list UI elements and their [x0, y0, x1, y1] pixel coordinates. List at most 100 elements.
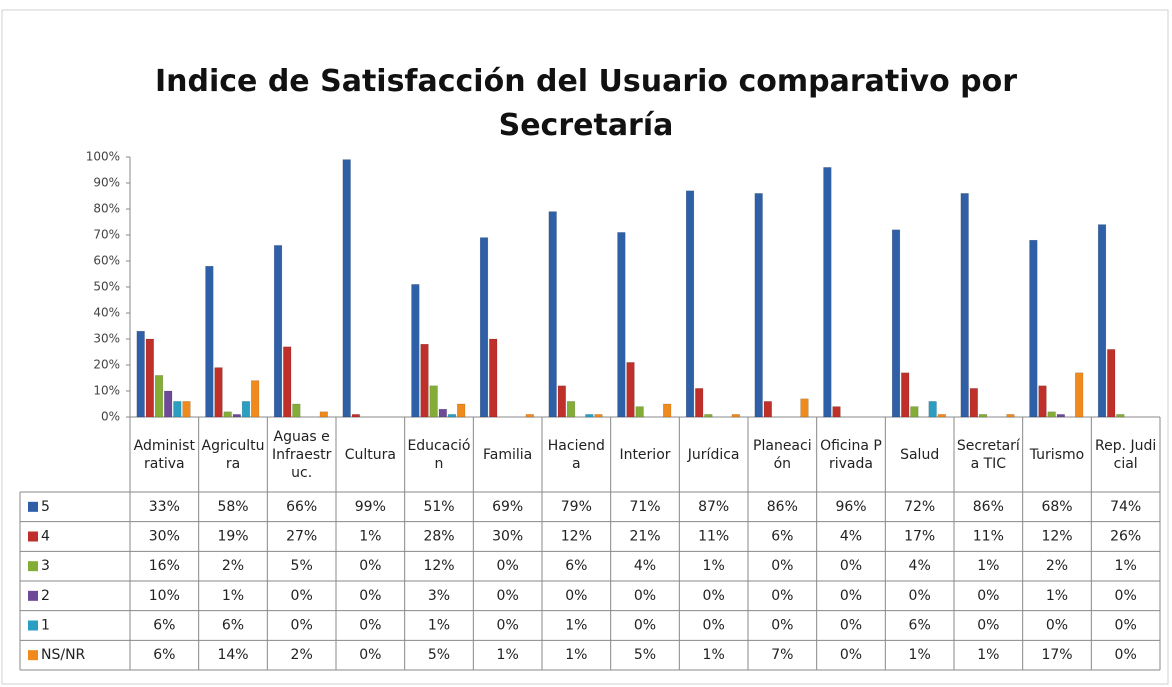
table-value: 0% [977, 618, 999, 634]
table-value: 0% [359, 647, 381, 663]
y-tick-label: 60% [93, 254, 120, 268]
y-tick-label: 70% [93, 228, 120, 242]
table-value: 74% [1110, 499, 1141, 515]
category-cell: Salud [900, 446, 940, 463]
x-tick-label: Educación [407, 437, 471, 472]
legend-label: 4 [41, 529, 50, 545]
legend-swatch [28, 620, 38, 631]
table-value: 11% [973, 529, 1004, 545]
bar [891, 229, 901, 418]
bar [901, 372, 910, 418]
bar [685, 190, 695, 418]
table-value: 0% [909, 588, 931, 604]
table-value: 17% [904, 529, 935, 545]
category-cell: Planeación [753, 438, 812, 472]
category-cell: Familia [483, 447, 532, 463]
x-tick-label: Salud [900, 446, 940, 463]
category-cell: Turismo [1030, 447, 1084, 463]
table-value: 6% [565, 558, 587, 574]
table-value: 96% [835, 499, 866, 515]
bar [594, 414, 603, 418]
table-value: 1% [1115, 558, 1137, 574]
bar [731, 414, 740, 418]
bar [420, 343, 429, 418]
legend-label: 2 [41, 588, 50, 604]
table-value: 12% [423, 558, 454, 574]
category-cell: Rep. Judicial [1095, 438, 1156, 472]
table-value: 6% [153, 618, 175, 634]
legend-swatch [28, 501, 38, 512]
table-value: 71% [629, 499, 660, 515]
bar [704, 414, 713, 418]
table-value: 1% [359, 529, 381, 545]
bar [928, 401, 937, 418]
bar [754, 193, 763, 418]
category-cell: Secretaría TIC [957, 438, 1020, 472]
bar [1097, 224, 1107, 418]
bar [1038, 385, 1047, 418]
table-value: 1% [565, 647, 587, 663]
bar [585, 414, 594, 418]
bar [319, 411, 328, 418]
bar [663, 403, 672, 418]
category-cell: Agricultura [201, 437, 265, 472]
table-value: 27% [286, 529, 317, 545]
table-value: 1% [909, 647, 931, 663]
table-value: 4% [909, 558, 931, 574]
bar [960, 193, 969, 418]
table-value: 0% [359, 558, 381, 574]
table-value: 19% [217, 529, 248, 545]
table-value: 6% [222, 618, 244, 634]
table-value: 86% [973, 499, 1004, 515]
bar [232, 414, 241, 418]
table-value: 5% [634, 647, 656, 663]
bar [136, 330, 145, 418]
chart-title: Indice de Satisfacción del Usuario compa… [154, 64, 1018, 143]
table-value: 0% [291, 618, 313, 634]
table-value: 6% [771, 529, 793, 545]
bar [173, 401, 182, 418]
table-value: 1% [222, 588, 244, 604]
x-tick-label: Aguas e Infraestruc. [271, 428, 332, 481]
table-value: 5% [291, 558, 313, 574]
table-value: 86% [767, 499, 798, 515]
table-value: 4% [634, 558, 656, 574]
bar [617, 232, 626, 418]
table-value: 2% [291, 647, 313, 663]
legend-swatch [28, 590, 38, 601]
legend-swatch [28, 561, 38, 572]
y-tick-label: 10% [93, 384, 120, 398]
table-value: 79% [561, 499, 592, 515]
category-cell: Oficina Privada [820, 438, 882, 472]
table-value: 2% [1046, 558, 1068, 574]
table-value: 0% [497, 588, 519, 604]
table-value: 6% [153, 647, 175, 663]
table-value: 28% [423, 529, 454, 545]
bar [438, 408, 447, 418]
table-value: 33% [149, 499, 180, 515]
table-value: 1% [977, 647, 999, 663]
category-cell: Cultura [345, 447, 396, 463]
table-value: 0% [497, 618, 519, 634]
bar [145, 338, 154, 418]
table-value: 17% [1041, 647, 1072, 663]
bar [251, 380, 260, 418]
table-value: 7% [771, 647, 793, 663]
table-value: 69% [492, 499, 523, 515]
bar [1006, 414, 1015, 418]
table-value: 0% [840, 618, 862, 634]
y-tick-label: 50% [93, 280, 120, 294]
bar [273, 245, 283, 418]
bar [1029, 239, 1038, 418]
table-value: 87% [698, 499, 729, 515]
bar [429, 385, 438, 418]
bar [292, 403, 301, 418]
table-value: 26% [1110, 529, 1141, 545]
table-value: 10% [149, 588, 180, 604]
category-cell: Administrativa [134, 438, 195, 472]
x-tick-label: Agricultura [201, 437, 265, 472]
table-value: 0% [771, 618, 793, 634]
y-tick-label: 40% [93, 306, 120, 320]
bar [205, 265, 214, 418]
